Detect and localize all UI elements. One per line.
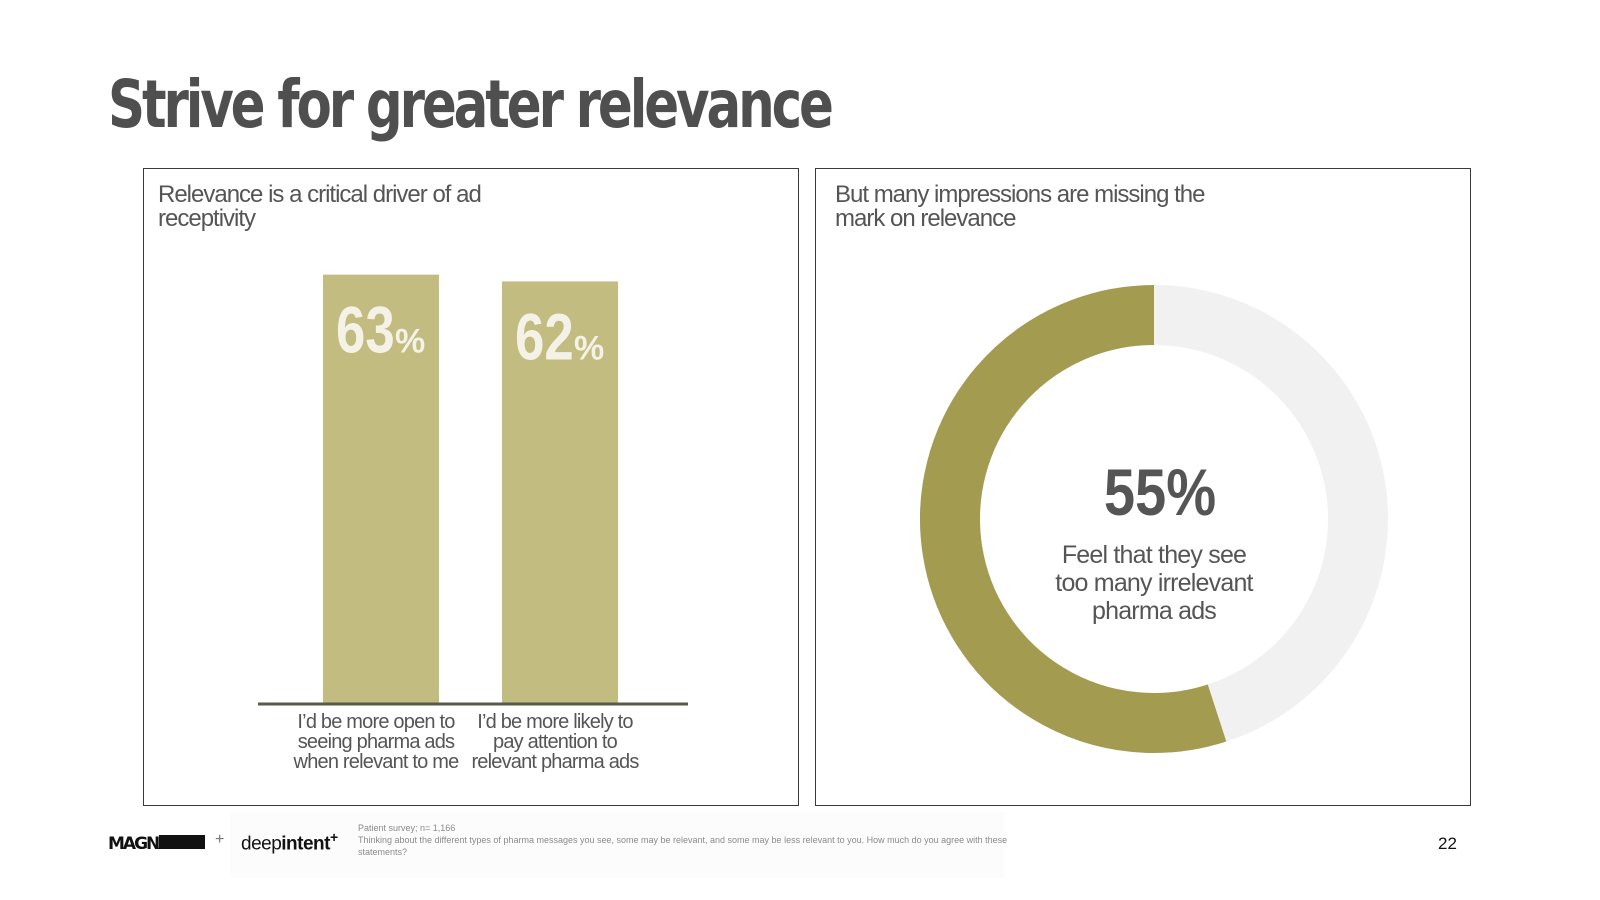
missing-mark-panel: But many impressions are missing the mar… xyxy=(815,168,1471,806)
relevance-driver-panel: Relevance is a critical driver of ad rec… xyxy=(143,168,799,806)
data-label: 62 xyxy=(515,300,574,374)
center-caption: Feel that they see xyxy=(1062,541,1246,569)
source-note: Patient survey; n= 1,166 Thinking about … xyxy=(358,822,1008,858)
source-sample: Patient survey; n= 1,166 xyxy=(358,823,456,833)
data-label-unit: % xyxy=(574,329,604,367)
category-label: seeing pharma ads xyxy=(298,731,455,753)
donut-slice xyxy=(920,285,1227,753)
category-label: I’d be more likely to xyxy=(477,711,633,733)
deepintent-plus: + xyxy=(330,829,338,845)
deepintent-light: deep xyxy=(241,833,282,855)
partner-logo xyxy=(159,835,205,849)
bar xyxy=(502,281,618,704)
center-caption: too many irrelevant xyxy=(1055,569,1253,597)
category-label: relevant pharma ads xyxy=(471,751,639,773)
category-label: pay attention to xyxy=(493,731,618,753)
deepintent-logo: deepintent+ xyxy=(241,829,338,855)
page-title: Strive for greater relevance xyxy=(108,66,834,143)
footer-background xyxy=(230,812,1005,878)
magna-logo: MAGNA xyxy=(108,834,171,854)
source-question: Thinking about the different types of ph… xyxy=(358,835,1008,857)
center-caption: pharma ads xyxy=(1092,597,1216,625)
panel-heading: But many impressions are missing the mar… xyxy=(835,181,1206,232)
category-label: when relevant to me xyxy=(293,751,460,773)
category-label: I’d be more open to xyxy=(297,711,455,733)
data-label-unit: % xyxy=(395,323,425,361)
bar xyxy=(323,274,439,704)
center-value: 55% xyxy=(1104,456,1216,529)
page-number: 22 xyxy=(1438,834,1457,853)
panel-heading: Relevance is a critical driver of ad rec… xyxy=(158,181,482,232)
logo-separator: + xyxy=(215,831,225,848)
deepintent-bold: intent xyxy=(281,833,330,855)
data-label: 63 xyxy=(336,293,395,367)
